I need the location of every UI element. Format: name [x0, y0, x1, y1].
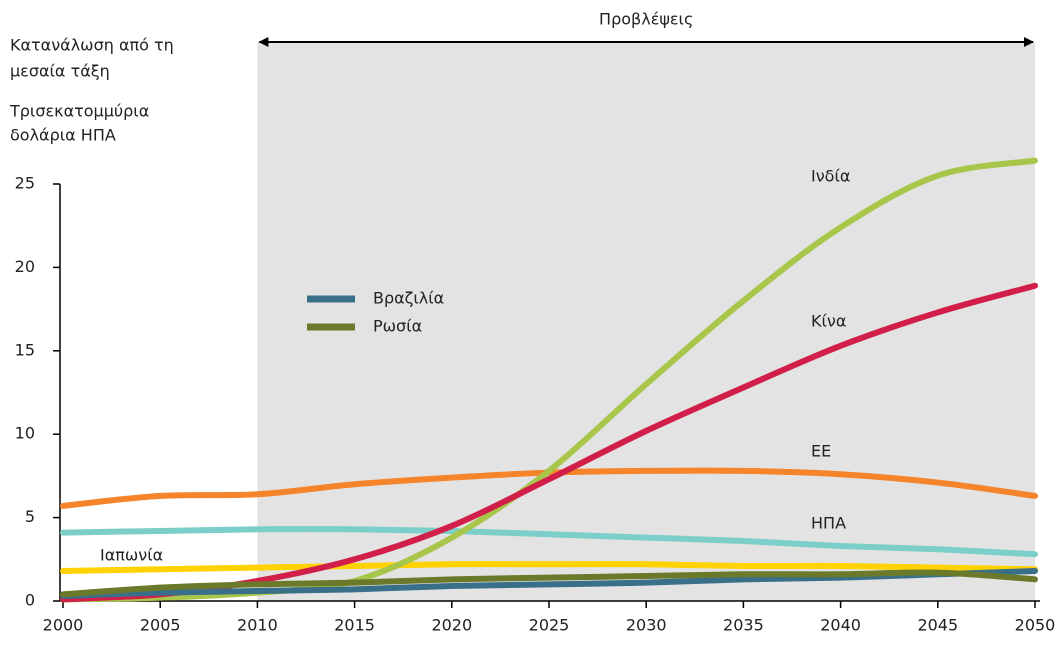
series-line — [60, 569, 1038, 598]
x-tick-label: 2000 — [43, 616, 84, 635]
x-tick-label: 2030 — [626, 616, 667, 635]
y-tick-label: 10 — [15, 424, 35, 443]
x-tick-label: 2020 — [431, 616, 472, 635]
x-tick-label: 2045 — [917, 616, 958, 635]
legend-label: Βραζιλία — [373, 289, 444, 308]
y-axis-unit: Τρισεκατομμύρια — [9, 102, 149, 121]
legend-label: Ρωσία — [373, 317, 422, 336]
y-tick-label: 15 — [15, 340, 35, 359]
y-axis-unit: δολάρια ΗΠΑ — [10, 126, 116, 145]
y-tick-label: 20 — [15, 257, 35, 276]
x-tick-label: 2015 — [334, 616, 375, 635]
series-line — [60, 561, 1038, 574]
x-tick-label: 2050 — [1015, 616, 1056, 635]
x-tick-label: 2010 — [237, 616, 278, 635]
series-label: Ιαπωνία — [100, 546, 163, 565]
x-tick-label: 2040 — [820, 616, 861, 635]
y-axis-title: Κατανάλωση από τη — [10, 36, 174, 55]
y-tick-label: 5 — [25, 507, 35, 526]
series-line — [60, 567, 1038, 599]
y-tick-label: 25 — [15, 174, 35, 193]
x-tick-label: 2035 — [723, 616, 764, 635]
y-tick-label: 0 — [25, 591, 35, 610]
series-label: Ινδία — [811, 167, 850, 186]
forecast-label: Προβλέψεις — [599, 10, 693, 29]
series-label: Κίνα — [811, 312, 846, 331]
y-axis-title: μεσαία τάξη — [10, 62, 110, 81]
x-tick-label: 2025 — [529, 616, 570, 635]
series-label: ΗΠΑ — [811, 514, 846, 533]
x-tick-label: 2005 — [140, 616, 181, 635]
series-label: ΕΕ — [811, 442, 831, 461]
series-line — [60, 526, 1038, 558]
